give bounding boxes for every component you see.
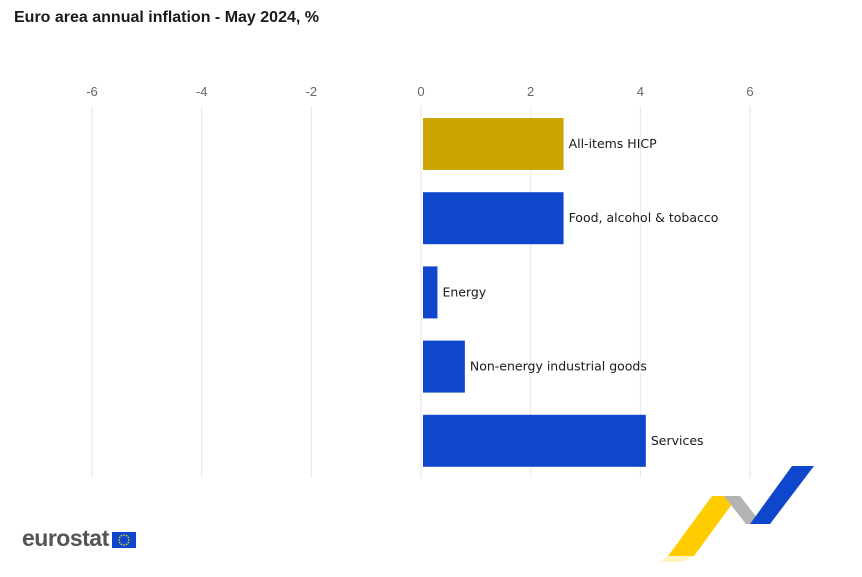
eu-flag-icon: [111, 531, 136, 548]
eu-star-icon: [127, 541, 129, 543]
x-tick-label: -6: [86, 84, 98, 99]
bar[interactable]: [423, 340, 465, 393]
x-tick-label: -2: [306, 84, 318, 99]
bar-category-label: Non-energy industrial goods: [470, 359, 647, 374]
bar-category-label: Energy: [442, 284, 486, 299]
chart-title: Euro area annual inflation - May 2024, %: [14, 9, 319, 26]
eu-star-icon: [120, 543, 123, 545]
eu-star-icon: [127, 538, 130, 541]
x-tick-label: 0: [417, 84, 424, 99]
eu-star-icon: [118, 541, 121, 543]
bar-chart: -6 -4 -2 0 2 4 6 All-items HICP Food, alcohol &…: [86, 84, 754, 478]
x-tick-label: 6: [746, 84, 753, 99]
bar-category-label: Services: [651, 433, 704, 448]
x-tick-label: 2: [527, 84, 534, 99]
ribbon-yellow-fade: [660, 556, 694, 562]
ribbon-grey: [724, 496, 762, 524]
eu-star-icon: [120, 534, 123, 536]
ribbon-blue: [750, 466, 814, 524]
bar[interactable]: [423, 192, 564, 245]
eu-star-icon: [122, 543, 125, 546]
bar[interactable]: [423, 266, 438, 319]
x-tick-label: -4: [196, 84, 208, 99]
eu-star-icon: [125, 534, 128, 536]
eu-star-icon: [122, 533, 125, 536]
bar[interactable]: [423, 118, 564, 170]
eurostat-logo: eurostat: [22, 524, 136, 551]
bar-category-label: Food, alcohol & tobacco: [569, 210, 719, 225]
eu-star-icon: [118, 536, 121, 538]
bar[interactable]: [423, 414, 646, 467]
eu-star-icon: [117, 538, 120, 541]
eu-star-icon: [127, 536, 129, 538]
eurostat-wordmark: eurostat: [22, 524, 109, 551]
eurostat-ribbon-decoration: [660, 466, 814, 562]
bar-category-label: All-items HICP: [569, 136, 658, 151]
ribbon-yellow: [668, 496, 738, 556]
eu-star-icon: [125, 543, 128, 545]
x-tick-label: 4: [637, 84, 644, 99]
